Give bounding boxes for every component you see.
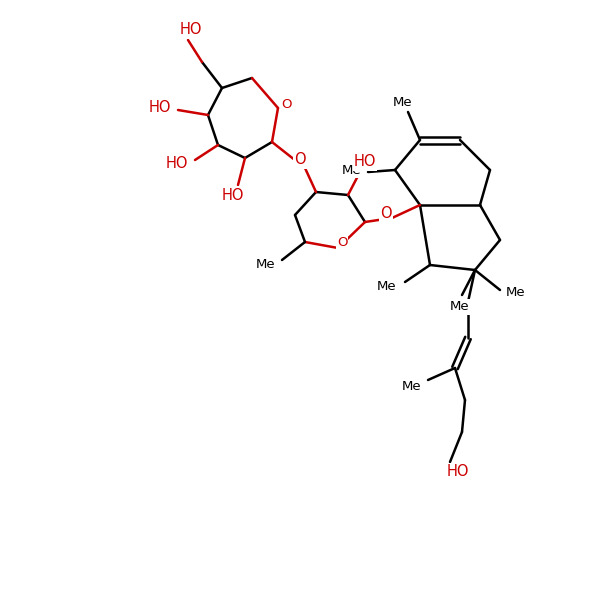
Text: HO: HO (149, 100, 171, 115)
Text: Me: Me (402, 379, 422, 392)
Text: Me: Me (506, 286, 526, 299)
Text: HO: HO (447, 464, 469, 479)
Text: Me: Me (256, 259, 276, 271)
Text: HO: HO (166, 155, 188, 170)
Text: Me: Me (342, 163, 362, 176)
Text: HO: HO (354, 154, 376, 169)
Text: O: O (337, 236, 347, 250)
Text: HO: HO (180, 22, 202, 37)
Text: O: O (294, 152, 306, 167)
Text: Me: Me (377, 280, 397, 292)
Text: O: O (380, 205, 392, 220)
Text: Me: Me (450, 301, 470, 313)
Text: O: O (281, 98, 291, 112)
Text: Me: Me (393, 95, 413, 109)
Text: HO: HO (222, 187, 244, 202)
